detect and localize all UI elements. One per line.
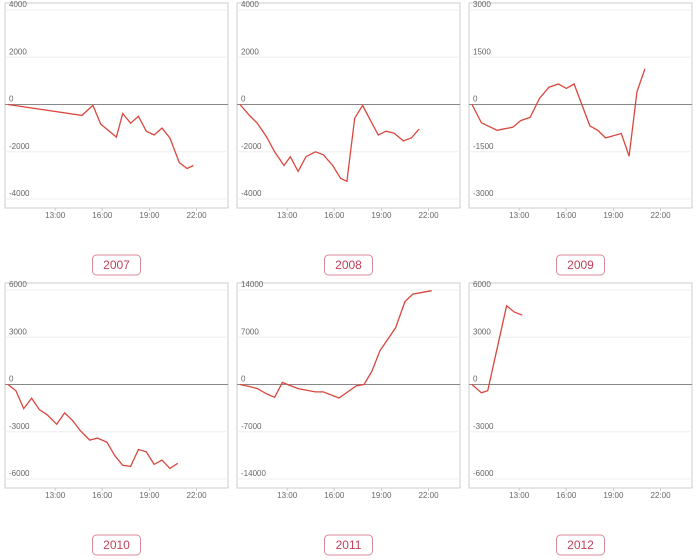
y-tick-label: 3000 <box>473 0 491 9</box>
year-button[interactable] <box>324 254 373 276</box>
y-tick-label: 0 <box>473 375 478 384</box>
x-tick-label: 19:00 <box>603 211 624 220</box>
year-label[interactable]: 2007 <box>103 258 130 272</box>
x-tick-label: 16:00 <box>556 491 577 500</box>
x-tick-label: 22:00 <box>651 211 672 220</box>
data-line <box>239 104 420 183</box>
data-line <box>7 383 179 470</box>
year-button[interactable] <box>324 534 373 556</box>
y-tick-label: 0 <box>9 95 14 104</box>
y-tick-label: 4000 <box>9 0 27 9</box>
y-tick-label: -3000 <box>9 422 30 431</box>
y-tick-label: -6000 <box>9 469 30 478</box>
year-label[interactable]: 2008 <box>335 258 362 272</box>
y-tick-label: 7000 <box>241 327 259 336</box>
y-tick-label: -14000 <box>241 469 266 478</box>
y-tick-label: -4000 <box>241 189 262 198</box>
year-label[interactable]: 2010 <box>103 538 130 552</box>
y-tick-label: 0 <box>241 375 246 384</box>
y-tick-label: -4000 <box>9 189 30 198</box>
x-tick-label: 13:00 <box>277 491 298 500</box>
y-tick-label: 2000 <box>9 47 27 56</box>
panel-frame <box>468 2 693 209</box>
year-label[interactable]: 2012 <box>567 538 594 552</box>
x-tick-label: 16:00 <box>324 211 345 220</box>
y-tick-label: -2000 <box>9 142 30 151</box>
x-tick-label: 13:00 <box>277 211 298 220</box>
y-tick-label: 3000 <box>9 327 27 336</box>
y-tick-label: 6000 <box>9 280 27 289</box>
y-tick-label: 0 <box>473 95 478 104</box>
x-tick-label: 19:00 <box>371 211 392 220</box>
y-tick-label: 14000 <box>241 280 264 289</box>
x-tick-label: 16:00 <box>556 211 577 220</box>
x-tick-label: 13:00 <box>509 211 530 220</box>
y-tick-label: -6000 <box>473 469 494 478</box>
x-tick-label: 16:00 <box>92 491 113 500</box>
x-tick-label: 16:00 <box>324 491 345 500</box>
year-button[interactable] <box>92 254 141 276</box>
data-line <box>471 304 523 394</box>
panel-frame <box>236 2 461 209</box>
x-tick-label: 22:00 <box>187 211 208 220</box>
y-tick-label: 4000 <box>241 0 259 9</box>
panel-frame <box>4 2 229 209</box>
x-tick-label: 22:00 <box>419 491 440 500</box>
y-tick-label: -2000 <box>241 142 262 151</box>
y-tick-label: -7000 <box>241 422 262 431</box>
y-tick-label: -3000 <box>473 422 494 431</box>
year-button[interactable] <box>92 534 141 556</box>
y-tick-label: 1500 <box>473 47 491 56</box>
x-tick-label: 19:00 <box>603 491 624 500</box>
panel-frame <box>236 282 461 489</box>
x-tick-label: 19:00 <box>139 491 160 500</box>
year-label[interactable]: 2011 <box>336 538 362 552</box>
x-tick-label: 19:00 <box>371 491 392 500</box>
panel-frame <box>468 282 693 489</box>
x-tick-label: 22:00 <box>419 211 440 220</box>
data-line <box>471 68 646 157</box>
x-tick-label: 19:00 <box>139 211 160 220</box>
year-label[interactable]: 2009 <box>567 258 594 272</box>
data-line <box>239 290 432 399</box>
year-button[interactable] <box>556 534 605 556</box>
y-tick-label: 0 <box>241 95 246 104</box>
x-tick-label: 13:00 <box>45 491 66 500</box>
data-line <box>7 103 194 170</box>
y-tick-label: 6000 <box>473 280 491 289</box>
y-tick-label: -1500 <box>473 142 494 151</box>
y-tick-label: 3000 <box>473 327 491 336</box>
panel-frame <box>4 282 229 489</box>
x-tick-label: 13:00 <box>45 211 66 220</box>
y-tick-label: 2000 <box>241 47 259 56</box>
y-tick-label: 0 <box>9 375 14 384</box>
year-button[interactable] <box>556 254 605 276</box>
x-tick-label: 22:00 <box>651 491 672 500</box>
y-tick-label: -3000 <box>473 189 494 198</box>
x-tick-label: 22:00 <box>187 491 208 500</box>
x-tick-label: 13:00 <box>509 491 530 500</box>
x-tick-label: 16:00 <box>92 211 113 220</box>
